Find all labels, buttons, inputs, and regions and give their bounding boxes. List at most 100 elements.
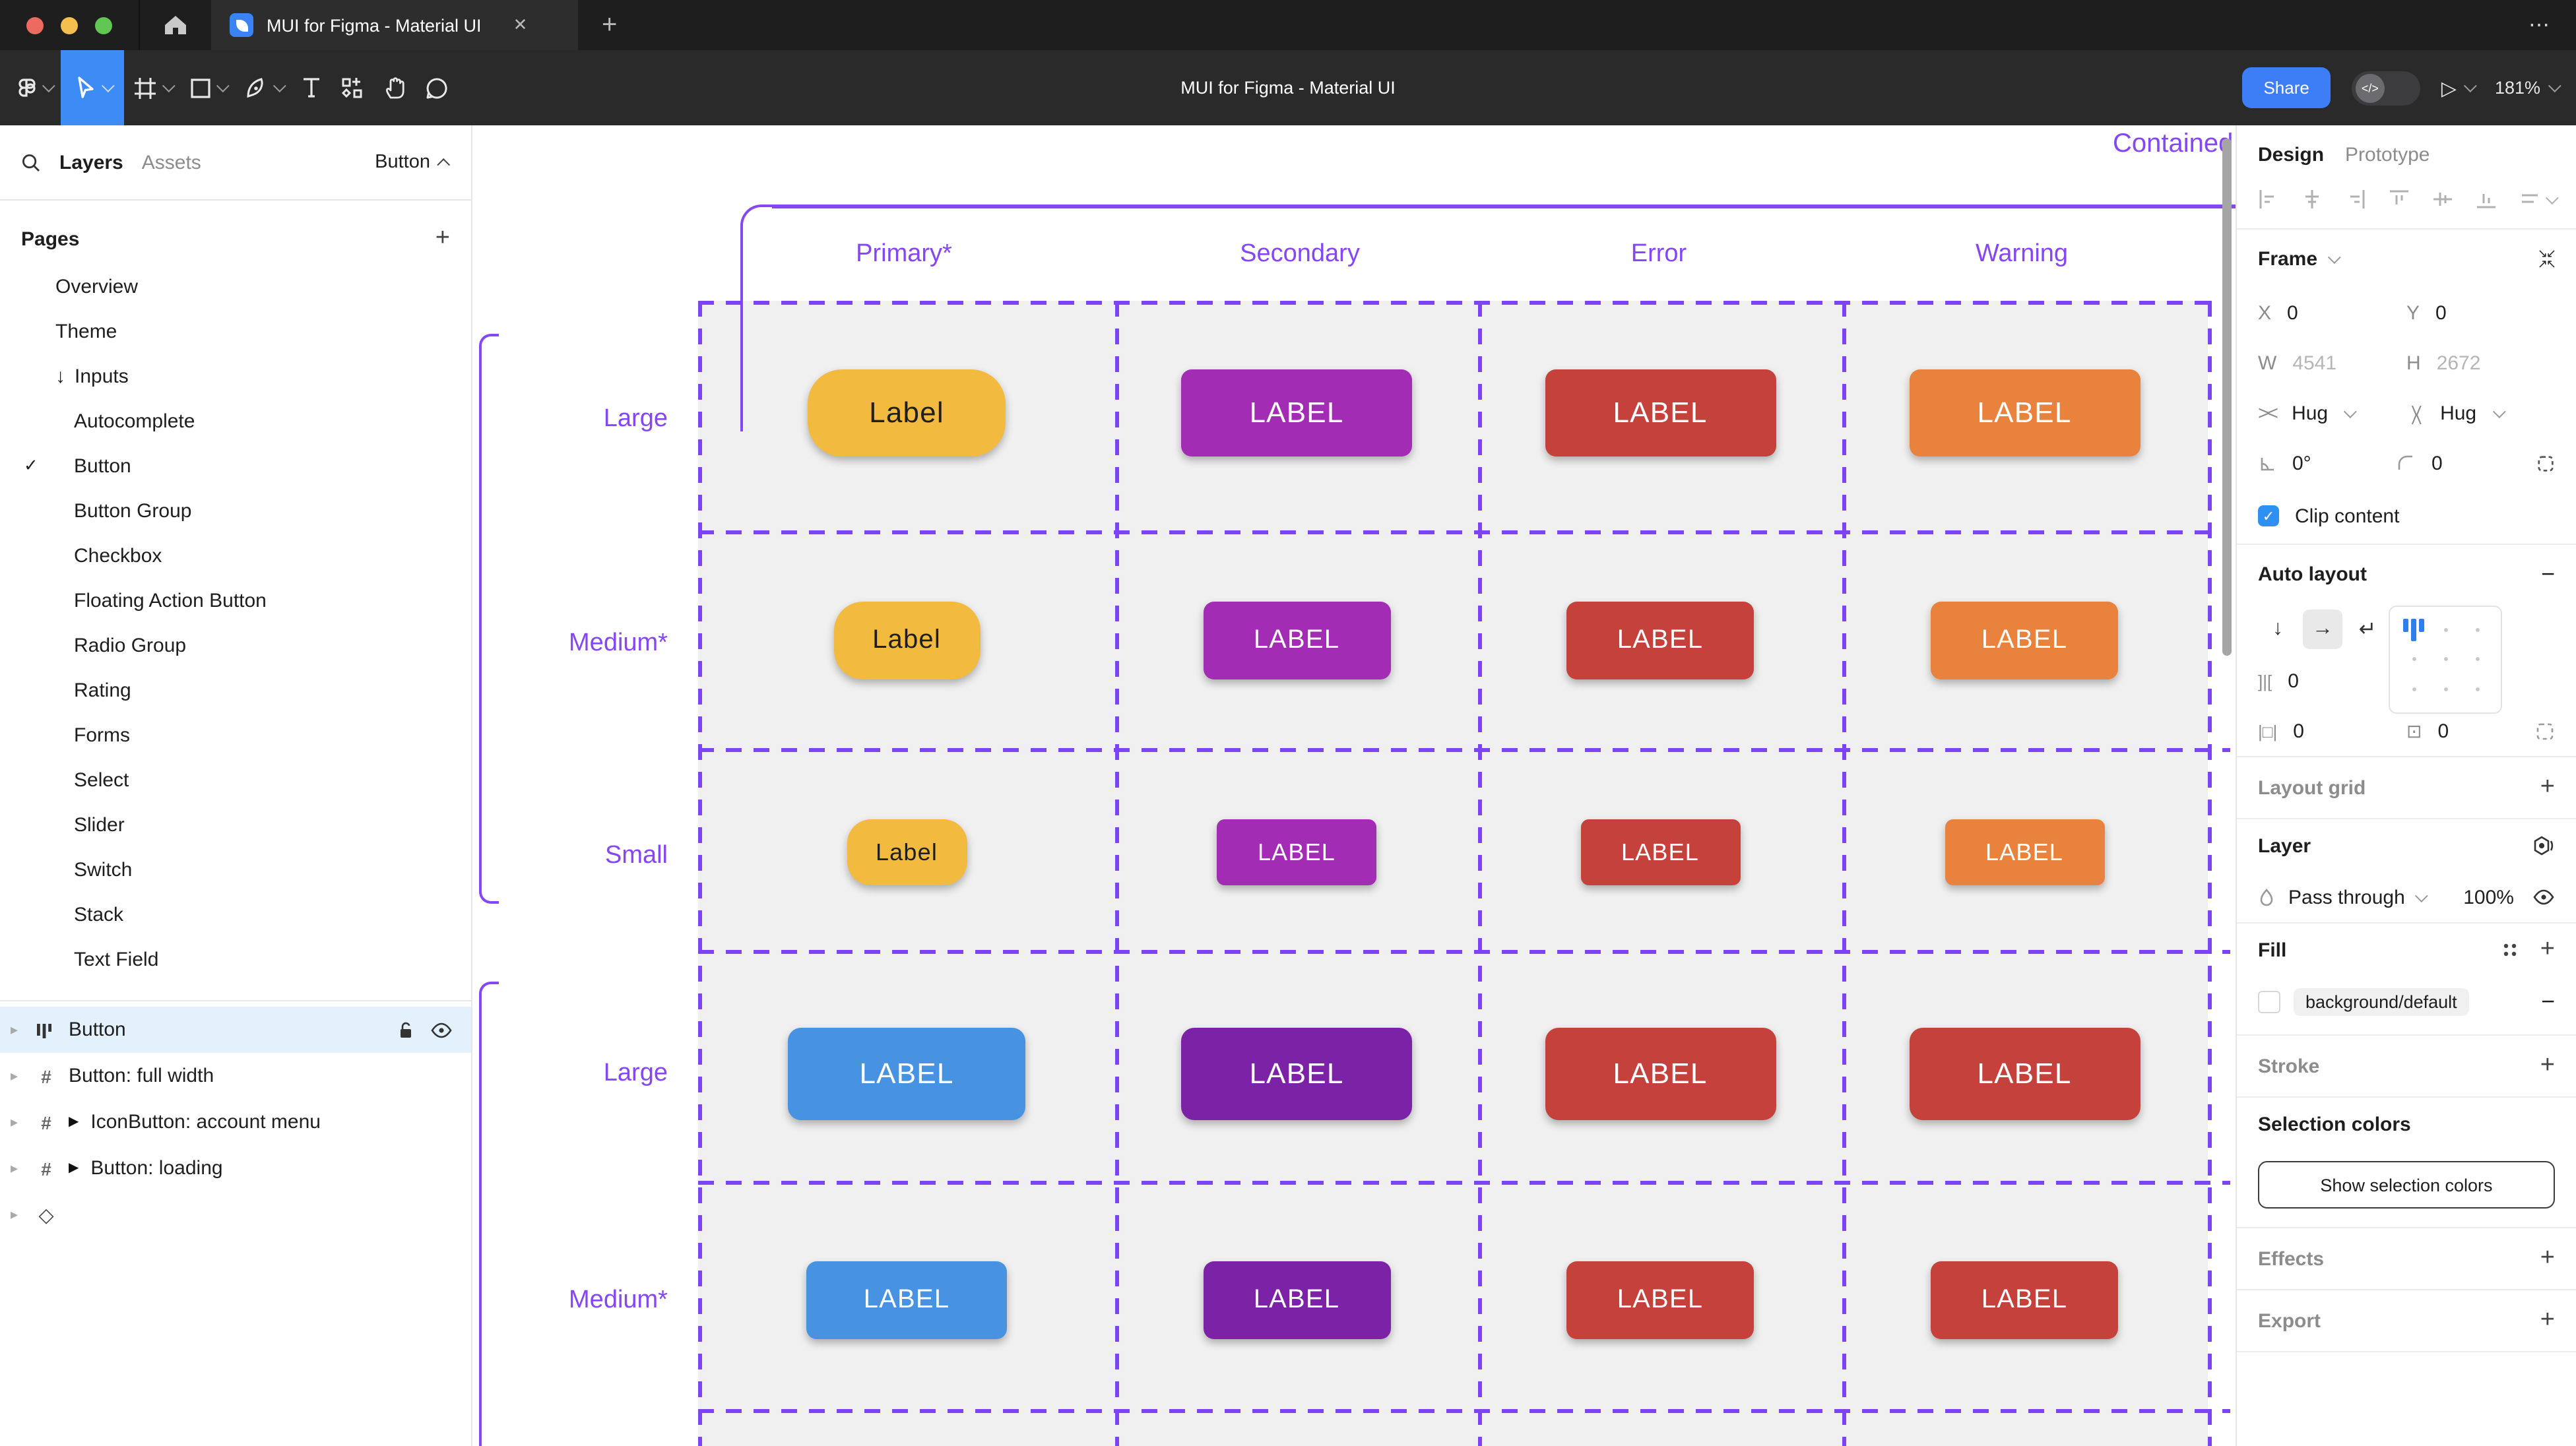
add-stroke-button[interactable]: + — [2540, 1052, 2555, 1079]
search-icon[interactable] — [21, 152, 41, 172]
close-window-icon[interactable] — [26, 16, 44, 34]
vertical-padding-control[interactable]: ⊡ 0 — [2406, 720, 2555, 742]
canvas-scrollbar[interactable] — [2222, 139, 2232, 656]
sidebar-page-autocomplete[interactable]: Autocomplete — [0, 398, 471, 443]
remove-fill-button[interactable]: − — [2540, 988, 2555, 1014]
fill-styles-icon[interactable] — [2501, 941, 2519, 959]
horizontal-padding-control[interactable]: |□| 0 — [2258, 720, 2304, 742]
canvas-button-large-warning[interactable]: LABEL — [1909, 1028, 2140, 1120]
canvas-button-large-error[interactable]: LABEL — [1545, 369, 1776, 456]
pen-tool-button[interactable] — [235, 60, 292, 115]
comment-tool-button[interactable] — [416, 60, 458, 115]
canvas-button-medium-warning[interactable]: LABEL — [1931, 1261, 2118, 1338]
frame-name-label[interactable]: Contained — [2113, 129, 2234, 158]
layer-visibility-icon[interactable] — [2532, 889, 2555, 905]
auto-layout-alignment-box[interactable] — [2389, 606, 2502, 714]
hug-vertical-control[interactable]: >< Hug — [2404, 402, 2555, 424]
add-export-button[interactable]: + — [2540, 1306, 2555, 1334]
tab-assets[interactable]: Assets — [141, 151, 201, 173]
canvas-button-small-secondary[interactable]: LABEL — [1217, 819, 1376, 885]
tab-design[interactable]: Design — [2258, 143, 2325, 166]
resources-tool-button[interactable] — [331, 60, 373, 115]
page-selector[interactable]: Button — [375, 152, 451, 173]
align-left-icon[interactable] — [2258, 189, 2279, 210]
remove-auto-layout-button[interactable]: − — [2540, 560, 2555, 586]
tab-prototype[interactable]: Prototype — [2345, 143, 2430, 166]
new-tab-button[interactable]: + — [602, 10, 618, 39]
align-bottom-icon[interactable] — [2476, 189, 2497, 210]
sidebar-page-overview[interactable]: Overview — [0, 264, 471, 309]
corner-radius-control[interactable]: 0 — [2397, 452, 2536, 474]
close-tab-icon[interactable]: ✕ — [513, 15, 528, 34]
sidebar-page-switch[interactable]: Switch — [0, 847, 471, 892]
align-top-icon[interactable] — [2389, 189, 2410, 210]
width-input[interactable]: 4541 — [2292, 352, 2337, 374]
auto-layout-wrap-button[interactable]: ↵ — [2358, 619, 2377, 641]
canvas-button-medium-secondary[interactable]: LABEL — [1203, 601, 1390, 679]
height-input[interactable]: 2672 — [2436, 352, 2481, 374]
expand-chevron-icon[interactable]: ▸ — [11, 1161, 18, 1177]
layer-row--menu-[interactable]: ▸ ◇ — [0, 1191, 471, 1238]
canvas-button-large-error[interactable]: LABEL — [1545, 1028, 1776, 1120]
macos-traffic-lights[interactable] — [0, 16, 112, 34]
x-input[interactable]: 0 — [2287, 301, 2298, 324]
expand-chevron-icon[interactable]: ▸ — [11, 1022, 18, 1038]
sidebar-page-stack[interactable]: Stack — [0, 892, 471, 937]
unlock-icon[interactable] — [397, 1021, 414, 1039]
canvas-button-large-primary[interactable]: LABEL — [788, 1028, 1025, 1120]
frame-tool-button[interactable] — [124, 60, 181, 115]
sidebar-page-inputs[interactable]: ↓ Inputs — [0, 354, 471, 398]
align-horizontal-center-icon[interactable] — [2302, 189, 2323, 210]
sidebar-page-slider[interactable]: Slider — [0, 802, 471, 847]
canvas[interactable]: Contained Primary* Secondary Error Warning La… — [472, 125, 2236, 1446]
add-page-button[interactable]: + — [435, 224, 450, 252]
sidebar-page-radio-group[interactable]: Radio Group — [0, 623, 471, 668]
fill-token-chip[interactable]: background/default — [2294, 988, 2469, 1015]
sidebar-page-button[interactable]: ✓ Button — [0, 443, 471, 488]
canvas-button-medium-warning[interactable]: LABEL — [1931, 601, 2118, 679]
sidebar-page-text-field[interactable]: Text Field — [0, 937, 471, 982]
blend-mode-select[interactable]: Pass through — [2288, 886, 2405, 908]
move-tool-button[interactable] — [61, 50, 124, 125]
layer-row-button-full-width[interactable]: ▸ # Button: full width — [0, 1053, 471, 1099]
frame-section-header[interactable]: Frame — [2258, 247, 2318, 270]
blend-mode-icon[interactable] — [2532, 835, 2555, 856]
layer-row-iconbutton-account-menu[interactable]: ▸ # ▶ IconButton: account menu — [0, 1099, 471, 1145]
canvas-button-medium-error[interactable]: LABEL — [1566, 601, 1754, 679]
align-vertical-center-icon[interactable] — [2432, 189, 2453, 210]
gap-control[interactable]: ]|[0 — [2258, 670, 2299, 692]
clip-content-row[interactable]: ✓ Clip content — [2237, 488, 2576, 544]
present-button[interactable]: ▷ — [2441, 76, 2478, 100]
auto-layout-horizontal-button[interactable]: → — [2303, 610, 2342, 649]
text-tool-button[interactable] — [292, 60, 331, 115]
canvas-button-medium-primary[interactable]: LABEL — [806, 1261, 1007, 1338]
canvas-button-large-secondary[interactable]: LABEL — [1181, 369, 1412, 456]
expand-chevron-icon[interactable]: ▸ — [11, 1207, 18, 1223]
sidebar-page-rating[interactable]: Rating — [0, 668, 471, 712]
y-input[interactable]: 0 — [2435, 301, 2447, 324]
sidebar-page-select[interactable]: Select — [0, 757, 471, 802]
share-button[interactable]: Share — [2242, 67, 2331, 108]
sidebar-page-checkbox[interactable]: Checkbox — [0, 533, 471, 578]
individual-padding-icon[interactable] — [2535, 721, 2555, 741]
independent-corners-icon[interactable] — [2536, 453, 2555, 473]
distribute-menu[interactable] — [2519, 189, 2559, 210]
show-selection-colors-button[interactable]: Show selection colors — [2258, 1161, 2555, 1209]
main-menu-button[interactable] — [8, 60, 61, 115]
canvas-button-medium-error[interactable]: LABEL — [1566, 1261, 1754, 1338]
canvas-button-small-primary[interactable]: Label — [847, 819, 967, 885]
home-button[interactable] — [140, 0, 211, 50]
hand-tool-button[interactable] — [373, 60, 416, 115]
add-effect-button[interactable]: + — [2540, 1244, 2555, 1272]
fill-color-swatch[interactable] — [2258, 990, 2280, 1013]
align-right-icon[interactable] — [2345, 189, 2366, 210]
clip-content-checkbox[interactable]: ✓ — [2258, 505, 2279, 526]
canvas-button-small-warning[interactable]: LABEL — [1945, 819, 2104, 885]
sidebar-page-theme[interactable]: Theme — [0, 309, 471, 354]
collapse-panel-icon[interactable]: ↘↙ ↗↖ — [2537, 247, 2556, 270]
expand-chevron-icon[interactable]: ▸ — [11, 1115, 18, 1131]
sidebar-page-button-group[interactable]: Button Group — [0, 488, 471, 533]
layer-row-button-loading[interactable]: ▸ # ▶ Button: loading — [0, 1145, 471, 1191]
add-fill-button[interactable]: + — [2540, 935, 2555, 963]
canvas-button-large-warning[interactable]: LABEL — [1909, 369, 2140, 456]
